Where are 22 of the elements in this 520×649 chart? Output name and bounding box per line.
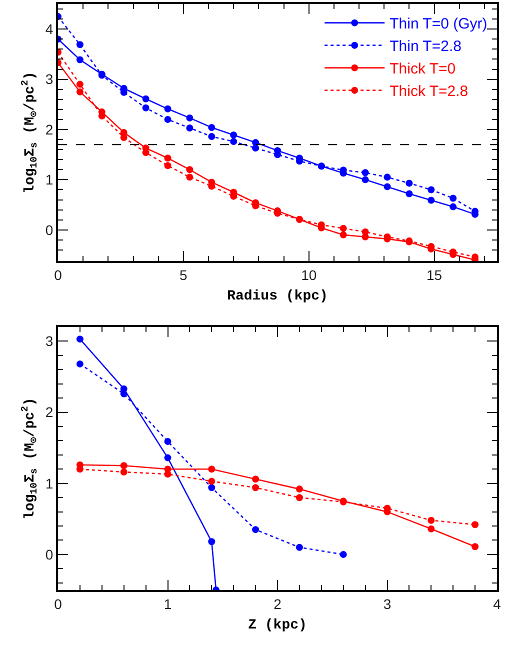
x-tick-label: 2 [274, 596, 282, 612]
legend-label: Thick T=0 [390, 60, 456, 78]
legend-label: Thick T=2.8 [390, 83, 468, 100]
y-tick-label: 1 [45, 475, 54, 492]
y-tick-label: 1 [45, 172, 54, 188]
y-tick-label: 2 [45, 404, 54, 420]
x-tick-label: 1 [164, 596, 172, 612]
x-tick-label: 4 [493, 596, 502, 612]
y-tick-label: 0 [45, 546, 54, 562]
y-tick-label: 3 [45, 333, 54, 350]
x-tick-label: 5 [180, 266, 188, 283]
y-tick-label: 4 [45, 21, 54, 37]
legend-label: Thin T=0 (Gyr) [390, 16, 488, 33]
x-tick-label: 10 [301, 266, 317, 283]
x-axis-title: Radius (kpc) [227, 288, 328, 305]
y-tick-label: 2 [45, 121, 54, 138]
y-tick-label: 0 [45, 222, 54, 238]
y-tick-label: 3 [45, 71, 54, 88]
x-axis-title: Z (kpc) [248, 618, 307, 634]
legend-label: Thin T=2.8 [390, 38, 462, 56]
x-tick-label: 3 [383, 596, 392, 612]
x-tick-label: 15 [426, 266, 442, 283]
